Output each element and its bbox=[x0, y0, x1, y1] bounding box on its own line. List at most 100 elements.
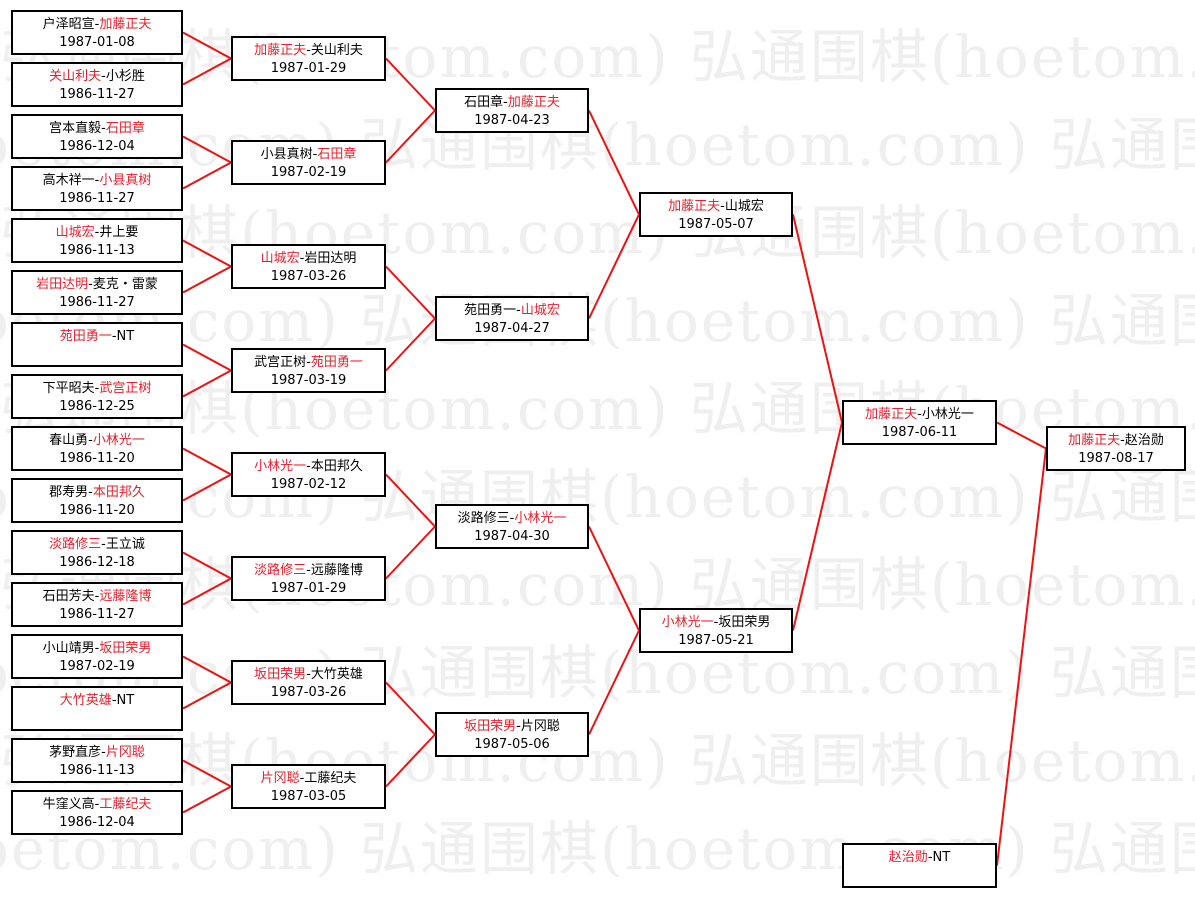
player-2: 山城宏 bbox=[724, 199, 764, 214]
connector-line bbox=[385, 681, 436, 736]
connector-line bbox=[182, 473, 232, 502]
player-1: 武宫正树 bbox=[254, 355, 307, 370]
player-2: 大竹英雄 bbox=[310, 667, 363, 682]
match-box-round-3: 苑田勇一-山城宏 1987-04-27 bbox=[435, 296, 589, 341]
match-box-round-3: 坂田荣男-片冈聪 1987-05-06 bbox=[435, 712, 589, 757]
connector-line bbox=[182, 785, 232, 814]
match-box-round-4: 小林光一-坂田荣男 1987-05-21 bbox=[639, 608, 793, 653]
player-1: 片冈聪 bbox=[260, 771, 300, 786]
player-2: 片冈聪 bbox=[105, 745, 145, 760]
player-2: 麦克・雷蒙 bbox=[92, 277, 158, 292]
match-date: 1986-11-13 bbox=[59, 243, 135, 258]
player-1: 郡寿男 bbox=[49, 485, 89, 500]
player-2: NT bbox=[116, 329, 135, 344]
match-players: 坂田荣男-片冈聪 bbox=[437, 718, 587, 736]
separator: - bbox=[299, 771, 305, 786]
bye-box: 赵治勋-NT bbox=[842, 843, 997, 888]
match-players: 石田章-加藤正夫 bbox=[437, 94, 587, 112]
connector-line bbox=[182, 343, 232, 372]
match-box-round-3: 淡路修三-小林光一 1987-04-30 bbox=[435, 504, 589, 549]
match-box-round-2: 武宫正树-苑田勇一 1987-03-19 bbox=[231, 348, 386, 393]
connector-line bbox=[182, 57, 232, 86]
match-date: 1987-02-19 bbox=[270, 165, 347, 180]
player-2: 小林光一 bbox=[921, 407, 974, 422]
match-date: 1987-03-19 bbox=[270, 373, 347, 388]
separator: - bbox=[88, 485, 93, 500]
separator: - bbox=[509, 511, 515, 526]
player-1: 关山利夫 bbox=[49, 69, 102, 84]
match-players: 加藤正夫-赵治勋 bbox=[1048, 432, 1184, 450]
connector-line bbox=[996, 448, 1047, 866]
connector-line bbox=[182, 369, 232, 398]
player-1: 石田章 bbox=[464, 95, 504, 110]
match-date: 1986-11-27 bbox=[59, 607, 135, 622]
match-players: 苑田勇一-山城宏 bbox=[437, 302, 587, 320]
player-1: 春山勇 bbox=[49, 433, 89, 448]
match-date: 1986-12-18 bbox=[59, 555, 135, 570]
match-players: 淡路修三-小林光一 bbox=[437, 510, 587, 528]
match-box-round-2: 淡路修三-远藤隆博 1987-01-29 bbox=[231, 556, 386, 601]
separator: - bbox=[516, 303, 521, 318]
connector-line bbox=[588, 110, 640, 215]
separator: - bbox=[101, 121, 106, 136]
separator: - bbox=[88, 433, 93, 448]
player-2: 远藤隆博 bbox=[310, 563, 363, 578]
connector-line bbox=[182, 135, 232, 164]
player-1: 茅野直彦 bbox=[49, 745, 102, 760]
player-2: 赵治勋 bbox=[1124, 433, 1164, 448]
match-box-round-1: 宫本直毅-石田章 1986-12-04 bbox=[11, 114, 183, 159]
match-date: 1987-01-29 bbox=[270, 581, 347, 596]
separator: - bbox=[306, 355, 311, 370]
match-players: 淡路修三-王立诚 bbox=[13, 536, 181, 554]
separator: - bbox=[101, 537, 106, 552]
connector-line bbox=[182, 161, 232, 190]
player-1: 山城宏 bbox=[55, 225, 95, 240]
player-2: 坂田荣男 bbox=[99, 641, 152, 656]
player-2: 石田章 bbox=[317, 147, 357, 162]
match-players: 片冈聪-工藤纪夫 bbox=[233, 770, 384, 788]
player-1: 淡路修三 bbox=[49, 537, 102, 552]
match-date: 1986-11-13 bbox=[59, 763, 135, 778]
match-players: 岩田达明-麦克・雷蒙 bbox=[13, 276, 181, 294]
connector-line bbox=[792, 214, 843, 423]
match-box-round-1: 春山勇-小林光一 1986-11-20 bbox=[11, 426, 183, 471]
player-2: 小杉胜 bbox=[105, 69, 145, 84]
player-2: 山城宏 bbox=[520, 303, 560, 318]
match-box-round-3: 石田章-加藤正夫 1987-04-23 bbox=[435, 88, 589, 133]
match-players: 山城宏-岩田达明 bbox=[233, 250, 384, 268]
player-2: NT bbox=[932, 850, 951, 865]
match-box-round-1: 茅野直彦-片冈聪 1986-11-13 bbox=[11, 738, 183, 783]
match-box-round-1: 牛窪义高-工藤纪夫 1986-12-04 bbox=[11, 790, 183, 835]
match-date: 1987-05-21 bbox=[678, 633, 754, 648]
match-box-round-2: 小县真树-石田章 1987-02-19 bbox=[231, 140, 386, 185]
player-1: 加藤正夫 bbox=[254, 43, 307, 58]
match-box-round-1: 石田芳夫-远藤隆博 1986-11-27 bbox=[11, 582, 183, 627]
match-players: 加藤正夫-小林光一 bbox=[844, 406, 995, 424]
player-1: 高木祥一 bbox=[42, 173, 95, 188]
match-players: 武宫正树-苑田勇一 bbox=[233, 354, 384, 372]
separator: - bbox=[503, 95, 508, 110]
match-date: 1986-11-20 bbox=[59, 451, 135, 466]
player-2: 工藤纪夫 bbox=[99, 797, 152, 812]
match-box-round-1: 郡寿男-本田邦久 1986-11-20 bbox=[11, 478, 183, 523]
match-players: 牛窪义高-工藤纪夫 bbox=[13, 796, 181, 814]
connector-line bbox=[385, 57, 436, 112]
player-2: 小县真树 bbox=[99, 173, 152, 188]
player-1: 加藤正夫 bbox=[1068, 433, 1121, 448]
match-date: 1986-11-27 bbox=[59, 87, 135, 102]
match-date: 1987-04-30 bbox=[474, 529, 550, 544]
player-2: 本田邦久 bbox=[310, 459, 363, 474]
connector-line bbox=[385, 733, 436, 788]
match-box-round-1: 户泽昭宣-加藤正夫 1987-01-08 bbox=[11, 10, 183, 55]
connector-line bbox=[996, 421, 1047, 450]
separator: - bbox=[94, 589, 100, 604]
player-1: 小县真树 bbox=[260, 147, 313, 162]
player-1: 坂田荣男 bbox=[464, 719, 517, 734]
player-1: 宫本直毅 bbox=[49, 121, 102, 136]
player-1: 岩田达明 bbox=[36, 277, 89, 292]
separator: - bbox=[312, 147, 318, 162]
match-date: 1987-06-11 bbox=[881, 425, 958, 440]
connector-line bbox=[385, 525, 436, 580]
